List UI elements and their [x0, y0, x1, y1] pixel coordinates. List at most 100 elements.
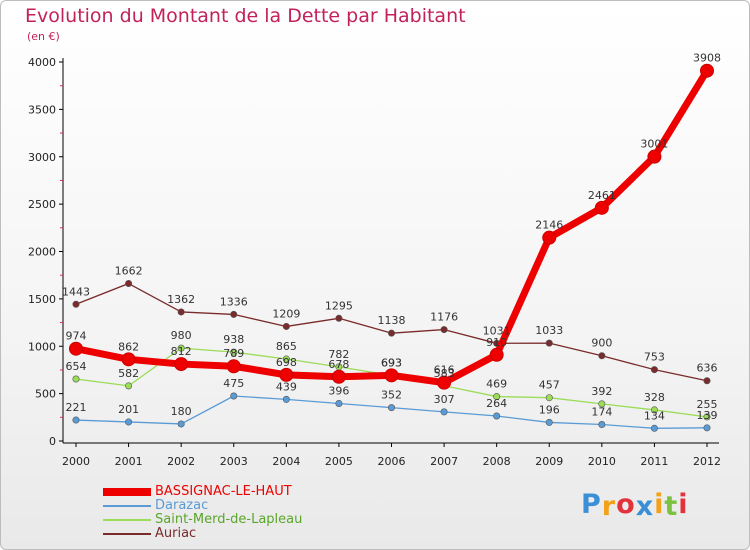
logo-letter: x: [635, 491, 655, 522]
x-tick-label: 2008: [483, 455, 511, 468]
y-tick-label: 3000: [28, 151, 56, 164]
legend-swatch: [103, 533, 151, 535]
data-label: 974: [66, 330, 87, 343]
data-label: 3001: [640, 138, 668, 151]
y-tick-label: 500: [35, 388, 56, 401]
legend-item: Auriac: [103, 527, 302, 541]
data-label: 139: [697, 409, 718, 422]
data-point: [177, 308, 185, 316]
proxiti-logo: Proxiti: [581, 489, 689, 522]
data-point: [545, 418, 553, 426]
data-label: 789: [223, 347, 244, 360]
data-label: 1033: [535, 324, 563, 337]
data-label: 693: [381, 356, 402, 369]
data-label: 1443: [62, 285, 90, 298]
data-label: 636: [697, 362, 718, 375]
data-label: 582: [118, 367, 139, 380]
data-label: 392: [591, 385, 612, 398]
data-point: [440, 326, 448, 334]
legend-item: Darazac: [103, 499, 302, 513]
data-label: 938: [223, 333, 244, 346]
x-tick-label: 2005: [325, 455, 353, 468]
y-tick-label: 4000: [28, 56, 56, 69]
data-point: [703, 377, 711, 385]
data-point: [279, 367, 294, 382]
data-label: 1662: [115, 265, 143, 278]
data-point: [700, 63, 714, 78]
data-point: [598, 421, 606, 429]
data-point: [335, 399, 343, 407]
legend-item: Saint-Merd-de-Lapleau: [103, 513, 302, 527]
data-point: [594, 200, 609, 215]
data-point: [125, 418, 133, 426]
data-label: 180: [171, 405, 192, 418]
data-point: [282, 355, 290, 363]
data-label: 264: [486, 397, 507, 410]
data-point: [226, 359, 241, 374]
x-tick-label: 2002: [167, 455, 195, 468]
logo-letter: r: [601, 491, 617, 522]
data-point: [72, 416, 80, 424]
data-label: 753: [644, 351, 665, 364]
data-label: 439: [276, 380, 297, 393]
data-label: 980: [171, 329, 192, 342]
legend-label: Auriac: [155, 526, 197, 541]
logo-letter: i: [654, 489, 665, 520]
data-point: [72, 375, 80, 383]
data-point: [230, 392, 238, 400]
data-point: [387, 404, 395, 412]
x-tick-label: 2011: [640, 455, 668, 468]
y-tick-label: 2000: [28, 246, 56, 259]
x-tick-label: 2004: [272, 455, 300, 468]
data-label: 616: [434, 364, 455, 377]
data-point: [703, 424, 711, 432]
data-label: 698: [276, 356, 297, 369]
data-point: [650, 424, 658, 432]
x-tick-label: 2003: [220, 455, 248, 468]
legend-label: Saint-Merd-de-Lapleau: [155, 512, 303, 527]
legend-item: BASSIGNAC-LE-HAUT: [103, 485, 302, 499]
data-label: 583: [434, 367, 455, 380]
data-label: 1295: [325, 299, 353, 312]
data-point: [335, 314, 343, 322]
data-label: 1336: [220, 295, 248, 308]
data-point: [489, 347, 504, 362]
data-label: 134: [644, 409, 665, 422]
data-label: 900: [591, 337, 612, 350]
data-point: [437, 375, 452, 390]
logo-letter: i: [678, 489, 689, 520]
data-label: 307: [434, 393, 455, 406]
y-tick-label: 1500: [28, 293, 56, 306]
data-label: 865: [276, 340, 297, 353]
data-label: 352: [381, 389, 402, 402]
data-label: 654: [66, 360, 87, 373]
data-label: 2461: [588, 189, 616, 202]
data-label: 1209: [272, 307, 300, 320]
x-tick-label: 2009: [535, 455, 563, 468]
data-label: 1138: [378, 314, 406, 327]
logo-letter: t: [664, 491, 679, 522]
data-label: 1176: [430, 311, 458, 324]
data-label: 475: [223, 377, 244, 390]
data-label: 812: [171, 345, 192, 358]
data-point: [282, 322, 290, 330]
x-tick-label: 2010: [588, 455, 616, 468]
data-point: [650, 366, 658, 374]
y-tick-label: 1000: [28, 340, 56, 353]
data-point: [384, 368, 399, 383]
legend-swatch: [103, 488, 151, 496]
data-label: 910: [486, 336, 507, 349]
logo-letter: o: [616, 489, 636, 520]
data-point: [598, 352, 606, 360]
legend-label: BASSIGNAC-LE-HAUT: [155, 484, 292, 499]
x-tick-label: 2012: [693, 455, 721, 468]
data-label: 678: [328, 358, 349, 371]
data-point: [703, 413, 711, 421]
chart-subtitle: (en €): [27, 30, 60, 43]
data-point: [650, 406, 658, 414]
data-label: 3908: [693, 52, 721, 65]
legend: BASSIGNAC-LE-HAUT Darazac Saint-Merd-de-La…: [103, 485, 302, 541]
data-label: 396: [328, 384, 349, 397]
data-point: [542, 230, 557, 245]
data-label: 782: [328, 348, 349, 361]
